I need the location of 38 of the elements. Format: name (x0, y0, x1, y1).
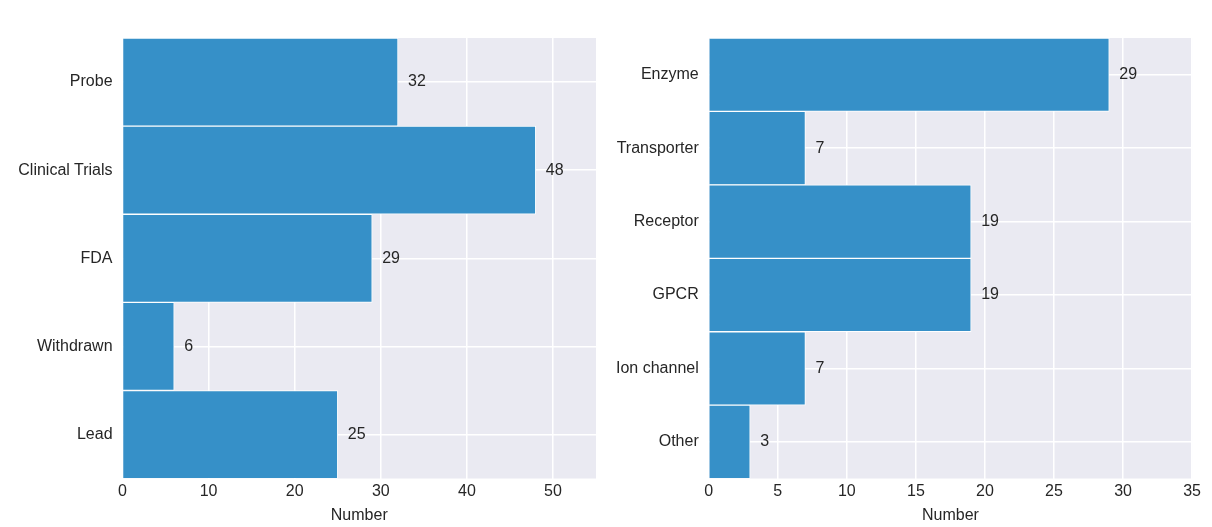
y-tick-label: Probe (69, 72, 113, 90)
x-tick-label: 0 (704, 481, 714, 499)
data-label: 7 (815, 358, 825, 376)
x-axis-title: Number (330, 505, 389, 523)
x-tick-label: 15 (906, 481, 925, 499)
y-tick-label: Other (658, 432, 700, 450)
x-tick-label: 10 (837, 481, 856, 499)
y-tick-label: Transporter (616, 138, 700, 156)
x-tick-label: 50 (544, 481, 562, 499)
y-tick-label: Withdrawn (36, 336, 113, 354)
y-tick-label: FDA (80, 248, 113, 266)
data-label: 48 (545, 160, 564, 178)
x-tick-label: 0 (118, 481, 128, 499)
x-tick-label: 5 (773, 481, 783, 499)
x-axis-title: Number (921, 505, 980, 523)
data-label: 29 (1119, 65, 1138, 83)
data-label: 3 (760, 432, 770, 450)
x-tick-label: 30 (371, 481, 390, 499)
data-label: 19 (981, 211, 1000, 229)
y-tick-label: Ion channel (616, 358, 699, 376)
y-tick-label: Clinical Trials (18, 160, 113, 178)
data-label: 32 (408, 72, 426, 90)
y-tick-label: GPCR (652, 285, 699, 303)
data-label: 19 (981, 285, 1000, 303)
x-tick-label: 20 (285, 481, 304, 499)
data-label: 7 (815, 138, 825, 156)
x-tick-label: 40 (457, 481, 476, 499)
y-tick-label: Enzyme (640, 65, 699, 83)
data-label: 29 (382, 248, 401, 266)
x-tick-label: 30 (1114, 481, 1133, 499)
data-label: 6 (184, 336, 194, 354)
x-tick-label: 20 (976, 481, 994, 499)
x-tick-label: 35 (1183, 481, 1202, 499)
x-tick-label: 10 (199, 481, 218, 499)
y-tick-label: Receptor (633, 211, 700, 229)
data-label: 25 (347, 424, 366, 442)
y-tick-label: Lead (76, 424, 113, 442)
x-tick-label: 25 (1045, 481, 1063, 499)
